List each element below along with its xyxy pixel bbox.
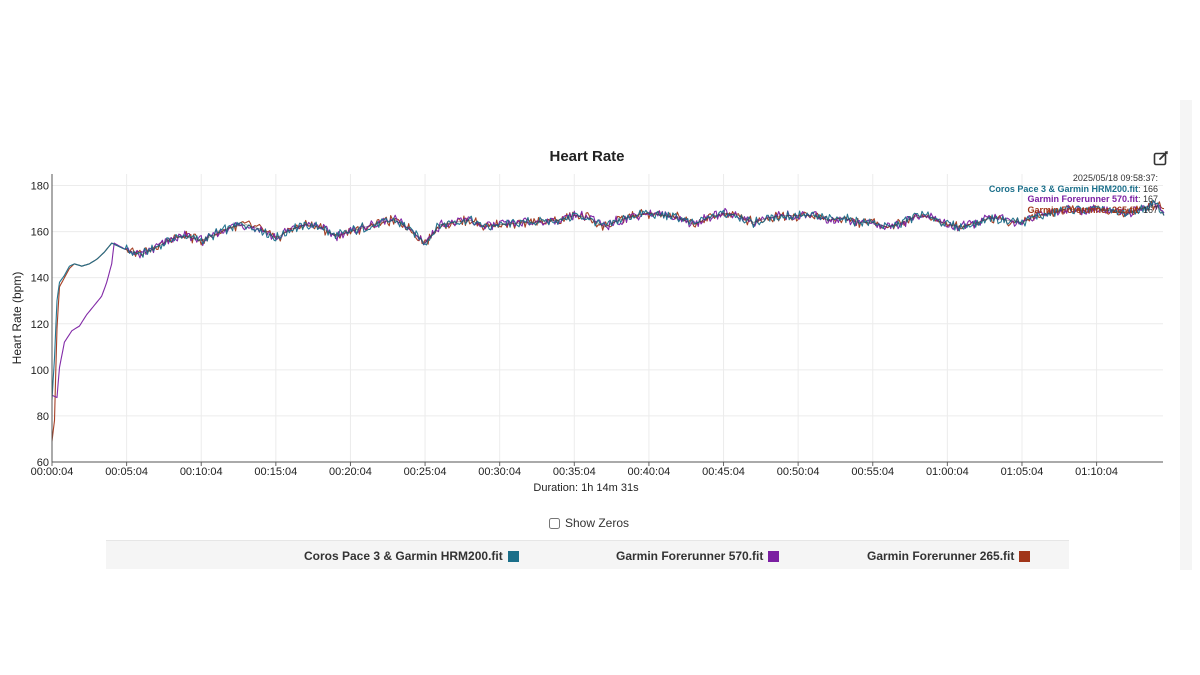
y-tick-label: 100 — [31, 365, 49, 377]
y-tick-label: 120 — [31, 319, 49, 331]
legend-swatch — [1019, 550, 1031, 562]
series-line-1 — [51, 199, 1165, 400]
y-tick-label: 140 — [31, 273, 49, 285]
tooltip-value: : 167 — [1137, 204, 1158, 215]
x-tick-label: 00:15:04 — [254, 466, 297, 478]
x-tick-label: 01:00:04 — [926, 466, 969, 478]
x-tick-label: 00:35:04 — [553, 466, 596, 478]
legend-label: Coros Pace 3 & Garmin HRM200.fit — [304, 549, 503, 563]
y-tick-label: 60 — [37, 457, 49, 469]
tooltip-value: : 166 — [1137, 183, 1158, 194]
tooltip-value: : 167 — [1137, 194, 1158, 204]
axes: 60 80 100 120 140 160 180 00:00:04 00:05:04 00:10… — [31, 174, 1163, 478]
x-tick-label: 00:05:04 — [105, 466, 148, 478]
legend-label: Garmin Forerunner 265.fit — [867, 549, 1015, 563]
series-line-3 — [51, 201, 1165, 442]
legend-item-coros[interactable]: Coros Pace 3 & Garmin HRM200.fit — [304, 549, 519, 563]
x-axis-label: Duration: 1h 14m 31s — [533, 482, 639, 494]
edit-icon[interactable] — [1153, 150, 1169, 166]
show-zeros-label: Show Zeros — [565, 516, 630, 530]
tooltip-row: Coros Pace 3 & Garmin HRM200.fit: 166 — [989, 184, 1158, 195]
chart-title: Heart Rate — [549, 148, 625, 165]
legend-label: Garmin Forerunner 570.fit — [616, 549, 764, 563]
x-tick-label: 00:00:04 — [31, 466, 74, 478]
legend-swatch — [768, 550, 780, 562]
y-tick-label: 160 — [31, 227, 49, 239]
tooltip-series-name: Garmin Forerunner 265.fit — [1027, 204, 1138, 215]
tooltip-time: 2025/05/18 09:58:37: — [1072, 173, 1158, 183]
y-tick-label: 180 — [31, 181, 49, 193]
x-tick-label: 00:45:04 — [702, 466, 745, 478]
legend-item-forerunner-265[interactable]: Garmin Forerunner 265.fit — [867, 549, 1031, 563]
x-tick-label: 01:10:04 — [1075, 466, 1118, 478]
x-tick-label: 00:20:04 — [329, 466, 372, 478]
grid — [51, 174, 1163, 463]
x-tick-label: 00:50:04 — [777, 466, 820, 478]
series-overlay-line — [126, 203, 1165, 256]
x-tick-label: 00:30:04 — [478, 466, 521, 478]
tooltip-row: Garmin Forerunner 265.fit: 167 — [989, 205, 1158, 216]
y-axis-label: Heart Rate (bpm) — [10, 272, 24, 365]
chart-legend: Coros Pace 3 & Garmin HRM200.fit Garmin … — [106, 540, 1069, 569]
hover-tooltip: 2025/05/18 09:58:37: Coros Pace 3 & Garm… — [989, 173, 1158, 215]
tooltip-series-name: Garmin Forerunner 570.fit — [1027, 194, 1138, 204]
x-tick-label: 01:05:04 — [1001, 466, 1044, 478]
series-lines — [51, 199, 1165, 442]
tooltip-series-name: Coros Pace 3 & Garmin HRM200.fit — [988, 183, 1138, 194]
x-tick-label: 00:25:04 — [404, 466, 447, 478]
legend-item-forerunner-570[interactable]: Garmin Forerunner 570.fit — [616, 549, 780, 563]
tooltip-row: Garmin Forerunner 570.fit: 167 — [989, 194, 1158, 205]
page-scrollbar[interactable] — [1180, 100, 1192, 570]
show-zeros-toggle[interactable]: Show Zeros — [549, 516, 629, 530]
show-zeros-checkbox[interactable] — [549, 517, 560, 529]
y-tick-label: 80 — [37, 411, 49, 423]
legend-swatch — [507, 550, 519, 562]
x-tick-label: 00:55:04 — [851, 466, 894, 478]
x-tick-label: 00:10:04 — [180, 466, 223, 478]
x-tick-label: 00:40:04 — [627, 466, 670, 478]
